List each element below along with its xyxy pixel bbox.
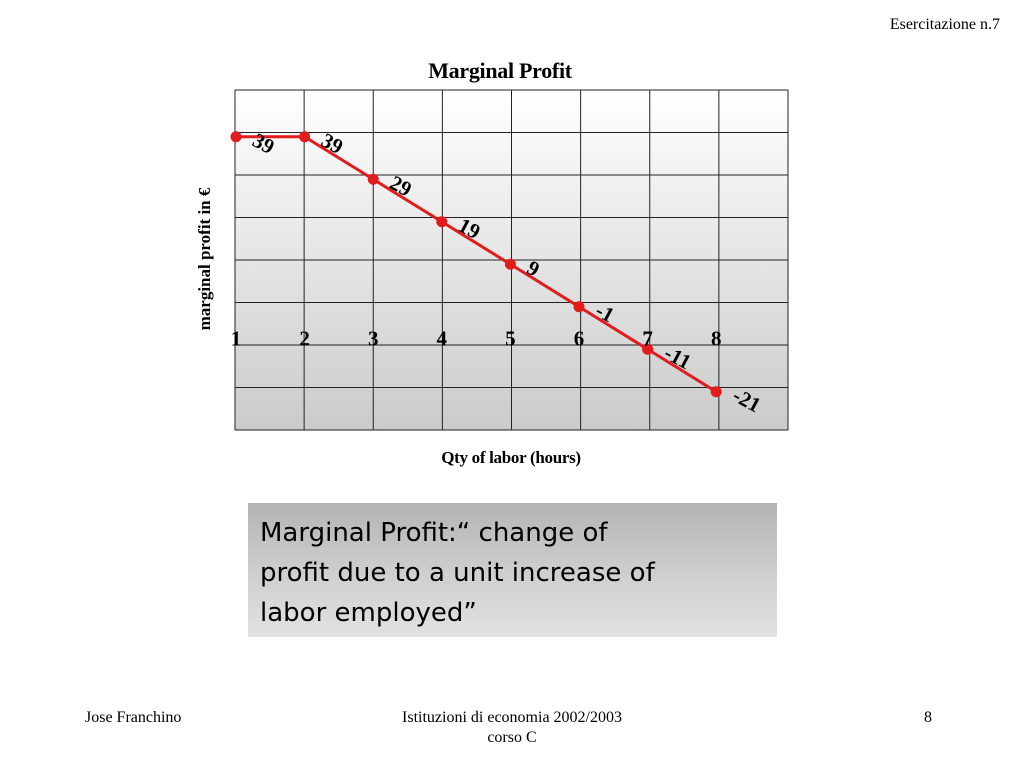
x-tick-label: 2 xyxy=(299,327,310,351)
data-point xyxy=(504,258,516,270)
data-point xyxy=(642,343,654,355)
data-point xyxy=(710,386,722,398)
series-line-segment xyxy=(646,347,717,394)
series-line-segment xyxy=(372,177,443,224)
data-point xyxy=(573,301,585,313)
series-line-segment xyxy=(578,305,649,351)
footer-course-line: Istituzioni di economia 2002/2003 xyxy=(402,709,622,726)
x-axis-label: Qty of labor (hours) xyxy=(441,448,581,467)
chart-title: Marginal Profit xyxy=(428,58,572,83)
definition-line: profit due to a unit increase of xyxy=(260,558,655,588)
data-point xyxy=(436,216,448,228)
data-point xyxy=(230,131,242,143)
series-line-segment xyxy=(303,135,374,181)
footer-course-line: corso C xyxy=(487,729,537,746)
x-tick-label: 3 xyxy=(368,327,379,351)
definition-box: Marginal Profit:“ change of profit due t… xyxy=(248,503,777,637)
footer-course: Istituzioni di economia 2002/2003 corso … xyxy=(312,708,712,748)
x-tick-label: 1 xyxy=(231,327,242,351)
definition-line: labor employed” xyxy=(260,598,477,628)
slide-label: Esercitazione n.7 xyxy=(889,16,1000,33)
x-tick-label: 8 xyxy=(711,327,722,351)
data-point xyxy=(299,131,311,143)
series-line-segment xyxy=(509,262,580,309)
x-tick-label: 7 xyxy=(642,327,653,351)
x-tick-label: 6 xyxy=(574,327,585,351)
footer-page-number: 8 xyxy=(924,709,932,726)
x-tick-label: 5 xyxy=(505,327,516,351)
footer-author: Jose Franchino xyxy=(85,709,182,726)
series-line-segment xyxy=(441,220,512,266)
x-tick-label: 4 xyxy=(437,327,448,351)
definition-line: Marginal Profit:“ change of xyxy=(260,518,608,548)
data-point xyxy=(367,173,379,185)
